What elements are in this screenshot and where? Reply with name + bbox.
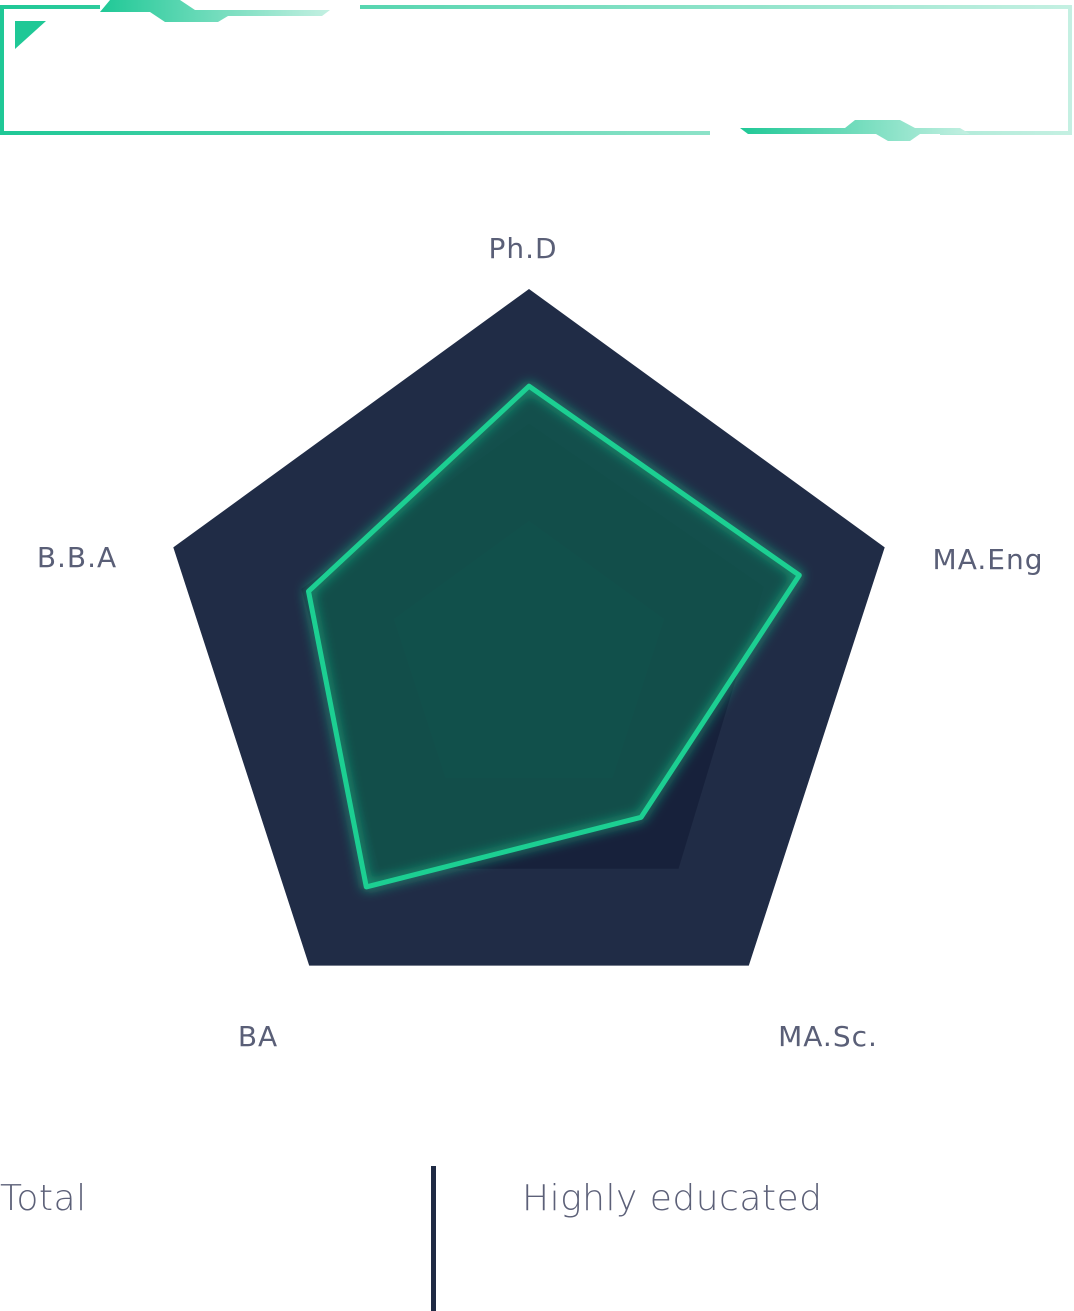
frame-outline bbox=[0, 5, 1072, 135]
radar-chart: Ph.D MA.Eng MA.Sc. BA B.B.A bbox=[37, 232, 1044, 1053]
legend-highly-educated: Highly educated bbox=[522, 1178, 823, 1219]
frame-top-tab bbox=[100, 0, 330, 22]
axis-label-ba: BA bbox=[238, 1020, 278, 1053]
frame-bottom-tab bbox=[740, 120, 970, 141]
legend-total: Total bbox=[0, 1178, 87, 1219]
frame-corner-triangle bbox=[15, 21, 46, 49]
axis-label-ma-sc: MA.Sc. bbox=[778, 1020, 878, 1053]
axis-label-b-b-a: B.B.A bbox=[37, 541, 117, 574]
header-frame bbox=[0, 0, 1072, 141]
axis-label-ph-d: Ph.D bbox=[488, 232, 557, 265]
legend-divider bbox=[431, 1166, 436, 1311]
axis-label-ma-eng: MA.Eng bbox=[933, 543, 1044, 576]
series-highly-educated-outline bbox=[306, 383, 802, 890]
